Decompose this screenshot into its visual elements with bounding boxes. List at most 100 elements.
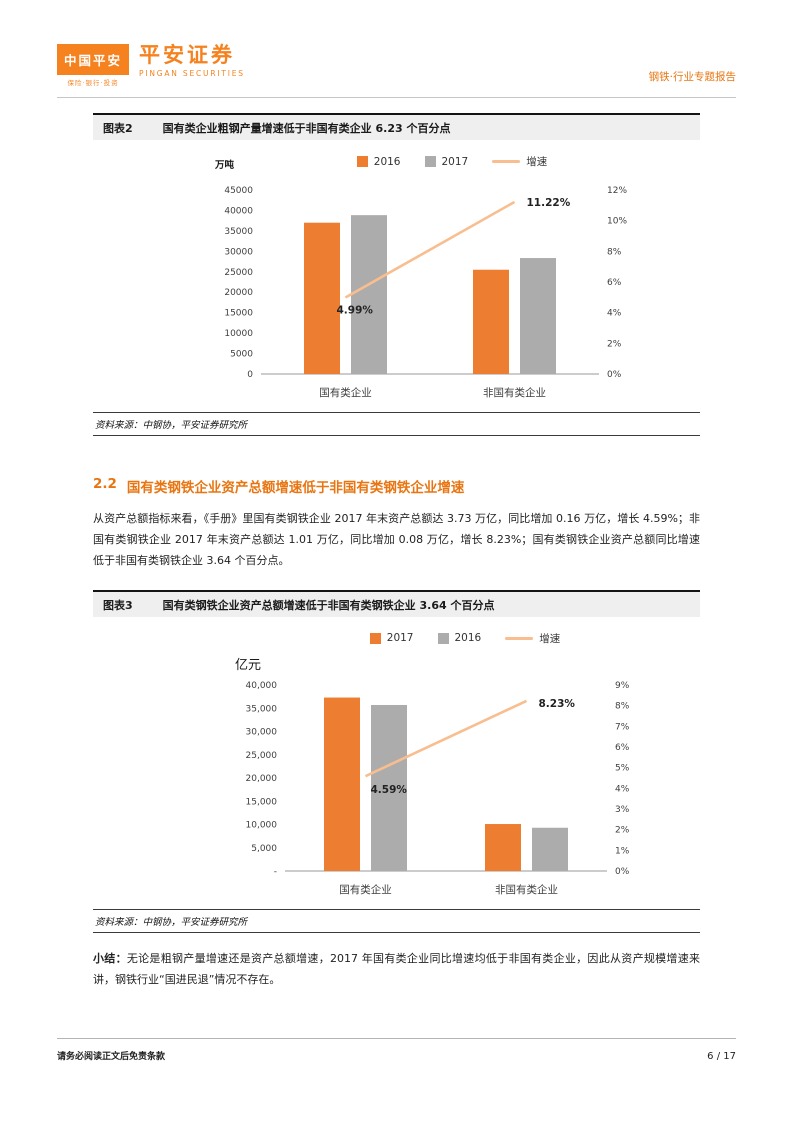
svg-text:25000: 25000 <box>224 268 253 278</box>
page-header: 中国平安 保险·银行·投资 平安证券 PINGAN SECURITIES 钢铁·… <box>0 0 793 87</box>
svg-text:10000: 10000 <box>224 329 253 339</box>
footer-disclaimer: 请务必阅读正文后免责条款 <box>57 1052 166 1062</box>
svg-text:20,000: 20,000 <box>246 774 278 784</box>
legend-item-2017: 2017 <box>369 632 414 645</box>
pingan-logo-box: 中国平安 <box>57 44 130 75</box>
svg-text:1%: 1% <box>615 846 630 856</box>
brand-name-cn: 平安证券 <box>139 43 236 67</box>
svg-text:8%: 8% <box>607 247 622 257</box>
total-assets-bar-chart: - 5,000 10,000 15,000 20,000 25,000 30,000 35,0… <box>246 681 630 896</box>
figure-3-block: 图表3 国有类钢铁企业资产总额增速低于非国有类钢铁企业 3.64 个百分点 20… <box>93 589 701 933</box>
svg-text:国有类企业: 国有类企业 <box>319 386 372 399</box>
legend-item-增速: 增速 <box>505 631 560 646</box>
figure-2-caption: 图表2 国有类企业粗钢产量增速低于非国有类企业 6.23 个百分点 <box>93 113 700 140</box>
legend-label: 2017 <box>386 632 414 645</box>
legend-item-2016: 2016 <box>356 155 401 168</box>
figure-2-tag: 图表2 <box>103 122 133 135</box>
figure-3-chart: 2017 2016 增速 亿元 - 5,000 10,000 15,000 20,000 25… <box>229 617 701 905</box>
svg-text:15000: 15000 <box>224 309 253 319</box>
pingan-brand: 平安证券 PINGAN SECURITIES <box>139 43 245 79</box>
svg-text:非国有类企业: 非国有类企业 <box>483 386 546 399</box>
legend-item-增速: 增速 <box>492 154 547 169</box>
figure-2-chart: 万吨 2016 2017 增速 0 5000 10000 15000 20000 25000 3… <box>211 140 693 408</box>
svg-text:15,000: 15,000 <box>246 797 278 807</box>
figure-3-title: 国有类钢铁企业资产总额增速低于非国有类钢铁企业 3.64 个百分点 <box>162 598 495 612</box>
svg-text:4.59%: 4.59% <box>371 784 408 796</box>
figure-2-legend: 2016 2017 增速 <box>211 154 693 169</box>
svg-text:10,000: 10,000 <box>246 820 278 830</box>
figure-3-legend: 2017 2016 增速 <box>229 631 701 646</box>
svg-text:40000: 40000 <box>224 206 253 216</box>
figure-3-source-note: 资料来源：中钢协，平安证券研究所 <box>93 908 700 933</box>
figure-2-chart-header: 万吨 2016 2017 增速 <box>211 154 693 176</box>
svg-text:5%: 5% <box>615 763 630 773</box>
bar-series-swatch <box>356 156 368 167</box>
y-axis-unit-label: 万吨 <box>215 160 235 171</box>
svg-text:8.23%: 8.23% <box>539 698 576 710</box>
summary-body: 无论是粗钢产量增速还是资产总额增速，2017 年国有类企业同比增速均低于非国有类… <box>93 951 700 986</box>
figure-3-tag: 图表3 <box>103 598 133 612</box>
summary-paragraph: 小结：无论是粗钢产量增速还是资产总额增速，2017 年国有类企业同比增速均低于非… <box>93 949 700 991</box>
y-axis-unit-label: 亿元 <box>235 657 262 673</box>
figure-2-block: 图表2 国有类企业粗钢产量增速低于非国有类企业 6.23 个百分点 万吨 201… <box>93 113 700 436</box>
legend-label: 增速 <box>526 156 548 168</box>
svg-text:12%: 12% <box>607 186 627 196</box>
page-footer: 请务必阅读正文后免责条款 6 / 17 <box>57 1038 736 1062</box>
section-title: 国有类钢铁企业资产总额增速低于非国有类钢铁企业增速 <box>126 480 465 496</box>
svg-text:3%: 3% <box>615 805 630 815</box>
svg-text:30000: 30000 <box>224 247 253 257</box>
bar-series-swatch <box>437 632 449 644</box>
pingan-logo: 中国平安 保险·银行·投资 平安证券 PINGAN SECURITIES <box>57 43 245 87</box>
svg-text:7%: 7% <box>615 722 630 732</box>
bar-series-swatch <box>424 156 436 167</box>
svg-text:6%: 6% <box>607 278 622 288</box>
page-number: 6 / 17 <box>707 1051 736 1062</box>
report-type-label: 钢铁·行业专题报告 <box>648 71 736 83</box>
svg-text:2%: 2% <box>607 339 622 349</box>
svg-text:11.22%: 11.22% <box>527 197 571 209</box>
svg-text:30,000: 30,000 <box>246 727 278 737</box>
figure-3-caption: 图表3 国有类钢铁企业资产总额增速低于非国有类钢铁企业 3.64 个百分点 <box>93 589 700 617</box>
pingan-logo-mark: 中国平安 保险·银行·投资 <box>57 44 130 87</box>
svg-text:9%: 9% <box>615 681 630 691</box>
legend-label: 增速 <box>539 632 561 645</box>
svg-text:25,000: 25,000 <box>246 750 278 760</box>
legend-label: 2016 <box>373 155 401 168</box>
growth-line-swatch <box>492 160 521 163</box>
svg-text:20000: 20000 <box>224 288 253 298</box>
svg-text:6%: 6% <box>615 743 630 753</box>
svg-text:0: 0 <box>247 370 253 380</box>
svg-text:4%: 4% <box>615 784 630 794</box>
svg-text:45000: 45000 <box>224 186 253 196</box>
crude-steel-output-bar-chart: 0 5000 10000 15000 20000 25000 30000 35000 40000… <box>224 186 627 399</box>
svg-text:0%: 0% <box>615 867 630 877</box>
section-body-paragraph: 从资产总额指标来看，《手册》里国有类钢铁企业 2017 年末资产总额达 3.73… <box>93 512 700 567</box>
svg-text:40,000: 40,000 <box>246 681 278 691</box>
svg-text:35,000: 35,000 <box>246 704 278 714</box>
legend-item-2016: 2016 <box>437 632 482 645</box>
pingan-logo-tagline: 保险·银行·投资 <box>67 79 119 87</box>
growth-line-swatch <box>505 636 534 640</box>
legend-label: 2016 <box>454 632 482 645</box>
section-number: 2.2 <box>93 476 117 492</box>
svg-text:8%: 8% <box>615 701 630 711</box>
bar-series-swatch <box>369 632 381 644</box>
svg-text:非国有类企业: 非国有类企业 <box>495 883 558 896</box>
svg-text:5,000: 5,000 <box>251 843 277 853</box>
header-divider <box>57 97 736 98</box>
summary-label: 小结： <box>93 951 127 965</box>
section-heading-2-2: 2.2 国有类钢铁企业资产总额增速低于非国有类钢铁企业增速 <box>93 476 700 496</box>
svg-text:5000: 5000 <box>230 350 253 360</box>
svg-text:4.99%: 4.99% <box>337 304 374 316</box>
figure-2-title: 国有类企业粗钢产量增速低于非国有类企业 6.23 个百分点 <box>162 122 451 135</box>
brand-name-en: PINGAN SECURITIES <box>139 69 245 79</box>
svg-text:4%: 4% <box>607 309 622 319</box>
svg-text:2%: 2% <box>615 825 630 835</box>
figure-2-source-note: 资料来源：中钢协，平安证券研究所 <box>93 412 700 436</box>
svg-text:10%: 10% <box>607 217 627 227</box>
svg-text:0%: 0% <box>607 370 622 380</box>
svg-text:-: - <box>274 867 277 877</box>
legend-label: 2017 <box>441 155 469 168</box>
figure-3-chart-header: 2017 2016 增速 亿元 <box>229 631 701 673</box>
